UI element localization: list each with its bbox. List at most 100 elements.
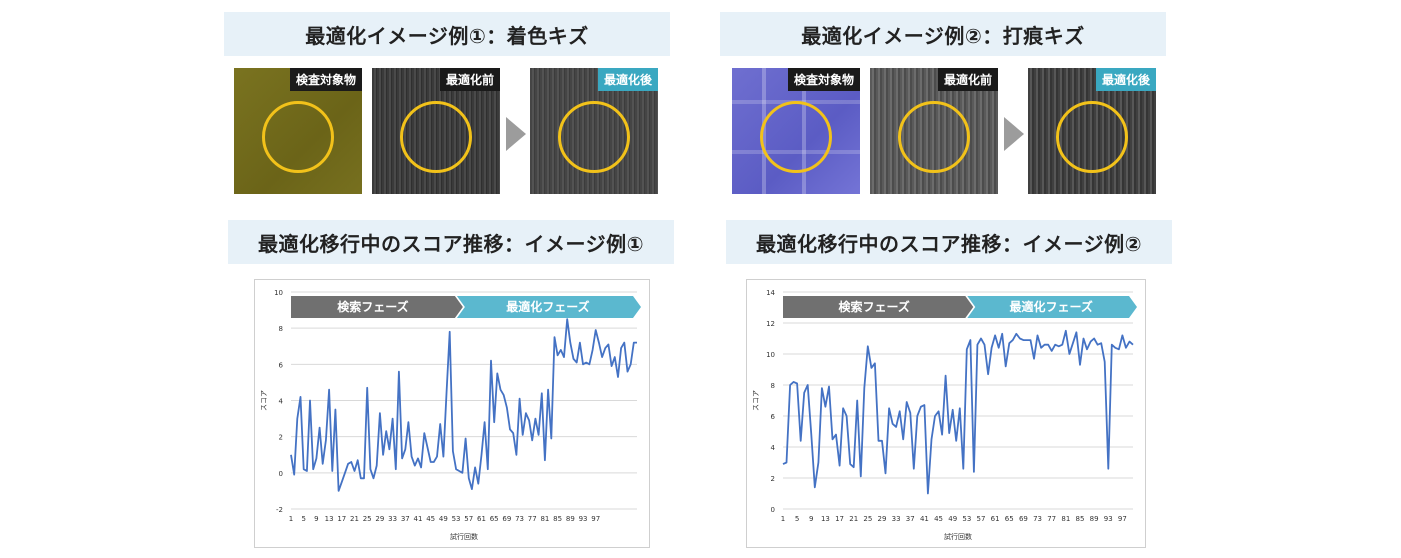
y-axis-label: スコア — [260, 390, 268, 411]
x-tick-label: 33 — [388, 515, 397, 523]
phase-label-optimize: 最適化フェーズ — [1009, 299, 1092, 314]
example1-photo-before: 最適化前 — [372, 68, 500, 194]
y-tick-label: -2 — [276, 506, 283, 514]
x-tick-label: 57 — [464, 515, 473, 523]
phase-label-search: 検索フェーズ — [838, 299, 909, 314]
x-tick-label: 53 — [452, 515, 461, 523]
x-tick-label: 61 — [477, 515, 486, 523]
phase-banner-search — [291, 296, 463, 318]
example2-photo-target: 検査対象物 — [732, 68, 860, 194]
photo-tag: 最適化前 — [937, 68, 998, 91]
x-tick-label: 41 — [414, 515, 423, 523]
x-tick-label: 53 — [962, 515, 971, 523]
example1-title: 最適化イメージ例①：着色キズ — [224, 12, 670, 56]
x-tick-label: 85 — [1076, 515, 1085, 523]
y-tick-label: 0 — [279, 470, 283, 478]
ring-marker — [262, 101, 334, 174]
x-axis-label: 試行回数 — [944, 532, 972, 541]
x-tick-label: 9 — [314, 515, 318, 523]
series-line — [290, 318, 637, 492]
phase-label-search: 検索フェーズ — [337, 299, 408, 314]
x-tick-label: 77 — [528, 515, 537, 523]
x-tick-label: 5 — [301, 515, 305, 523]
x-tick-label: 73 — [1033, 515, 1042, 523]
x-tick-label: 65 — [1005, 515, 1014, 523]
ring-marker — [1056, 101, 1128, 174]
photo-tag: 最適化後 — [1095, 68, 1156, 91]
x-tick-label: 97 — [1118, 515, 1127, 523]
phase-label-optimize: 最適化フェーズ — [506, 299, 589, 314]
x-tick-label: 33 — [892, 515, 901, 523]
y-tick-label: 2 — [279, 434, 283, 442]
y-tick-label: 12 — [766, 320, 775, 328]
x-tick-label: 25 — [363, 515, 372, 523]
x-tick-label: 1 — [781, 515, 785, 523]
x-tick-label: 93 — [579, 515, 588, 523]
x-tick-label: 93 — [1104, 515, 1113, 523]
ring-marker — [898, 101, 970, 174]
x-tick-label: 37 — [401, 515, 410, 523]
x-tick-label: 77 — [1047, 515, 1056, 523]
x-tick-label: 21 — [849, 515, 858, 523]
y-tick-label: 0 — [771, 506, 775, 514]
x-tick-label: 73 — [515, 515, 524, 523]
y-tick-label: 2 — [771, 475, 775, 483]
x-tick-label: 13 — [325, 515, 334, 523]
example1-photo-target: 検査対象物 — [234, 68, 362, 194]
x-tick-label: 37 — [906, 515, 915, 523]
example2-title: 最適化イメージ例②：打痕キズ — [720, 12, 1166, 56]
ring-marker — [558, 101, 630, 174]
x-tick-label: 65 — [490, 515, 499, 523]
x-tick-label: 25 — [863, 515, 872, 523]
photo-tag: 検査対象物 — [787, 68, 860, 91]
y-tick-label: 6 — [771, 413, 776, 421]
photo-tag: 最適化後 — [597, 68, 658, 91]
photo-tag: 最適化前 — [439, 68, 500, 91]
x-tick-label: 45 — [426, 515, 435, 523]
x-tick-label: 49 — [439, 515, 448, 523]
x-tick-label: 85 — [553, 515, 562, 523]
y-tick-label: 10 — [766, 351, 775, 359]
y-axis-label: スコア — [752, 390, 760, 411]
x-tick-label: 41 — [920, 515, 929, 523]
chart1-title: 最適化移行中のスコア推移：イメージ例① — [228, 220, 674, 264]
x-tick-label: 81 — [540, 515, 549, 523]
arrow-icon — [506, 117, 526, 151]
phase-banner-search — [783, 296, 974, 318]
x-tick-label: 29 — [878, 515, 887, 523]
x-axis-label: 試行回数 — [450, 532, 478, 541]
photo-tag: 検査対象物 — [289, 68, 362, 91]
x-tick-label: 29 — [375, 515, 384, 523]
x-tick-label: 61 — [991, 515, 1000, 523]
x-tick-label: 13 — [821, 515, 830, 523]
example2-photo-before: 最適化前 — [870, 68, 998, 194]
ring-marker — [400, 101, 472, 174]
y-tick-label: 4 — [771, 444, 776, 452]
ring-marker — [760, 101, 832, 174]
x-tick-label: 5 — [795, 515, 799, 523]
x-tick-label: 57 — [977, 515, 986, 523]
chart2-title: 最適化移行中のスコア推移：イメージ例② — [726, 220, 1172, 264]
x-tick-label: 17 — [835, 515, 844, 523]
y-tick-label: 8 — [771, 382, 775, 390]
x-tick-label: 69 — [502, 515, 511, 523]
phase-banner-optimize — [456, 296, 641, 318]
example1-photo-after: 最適化後 — [530, 68, 658, 194]
chart2: 0 2 4 6 8 10 12 14 1 5 9 13 17 21 25 29 33 37 41 45 49 53 57 61… — [746, 279, 1146, 548]
y-tick-label: 10 — [274, 289, 283, 297]
x-tick-label: 21 — [350, 515, 359, 523]
x-tick-label: 97 — [591, 515, 600, 523]
series-line — [782, 329, 1134, 495]
chart1: -2 0 2 4 6 8 10 1 5 9 13 17 21 25 29 33 37 41 45 49 53 57 61 65… — [254, 279, 650, 548]
y-tick-label: 4 — [279, 398, 284, 406]
x-tick-label: 89 — [566, 515, 575, 523]
y-tick-label: 8 — [279, 325, 283, 333]
x-tick-label: 81 — [1061, 515, 1070, 523]
example2-photo-after: 最適化後 — [1028, 68, 1156, 194]
x-tick-label: 45 — [934, 515, 943, 523]
y-tick-label: 6 — [279, 361, 284, 369]
chart2-svg: 0 2 4 6 8 10 12 14 1 5 9 13 17 21 25 29 33 37 41 45 49 53 57 61… — [752, 289, 1137, 541]
x-tick-label: 49 — [948, 515, 957, 523]
y-tick-label: 14 — [766, 289, 775, 297]
